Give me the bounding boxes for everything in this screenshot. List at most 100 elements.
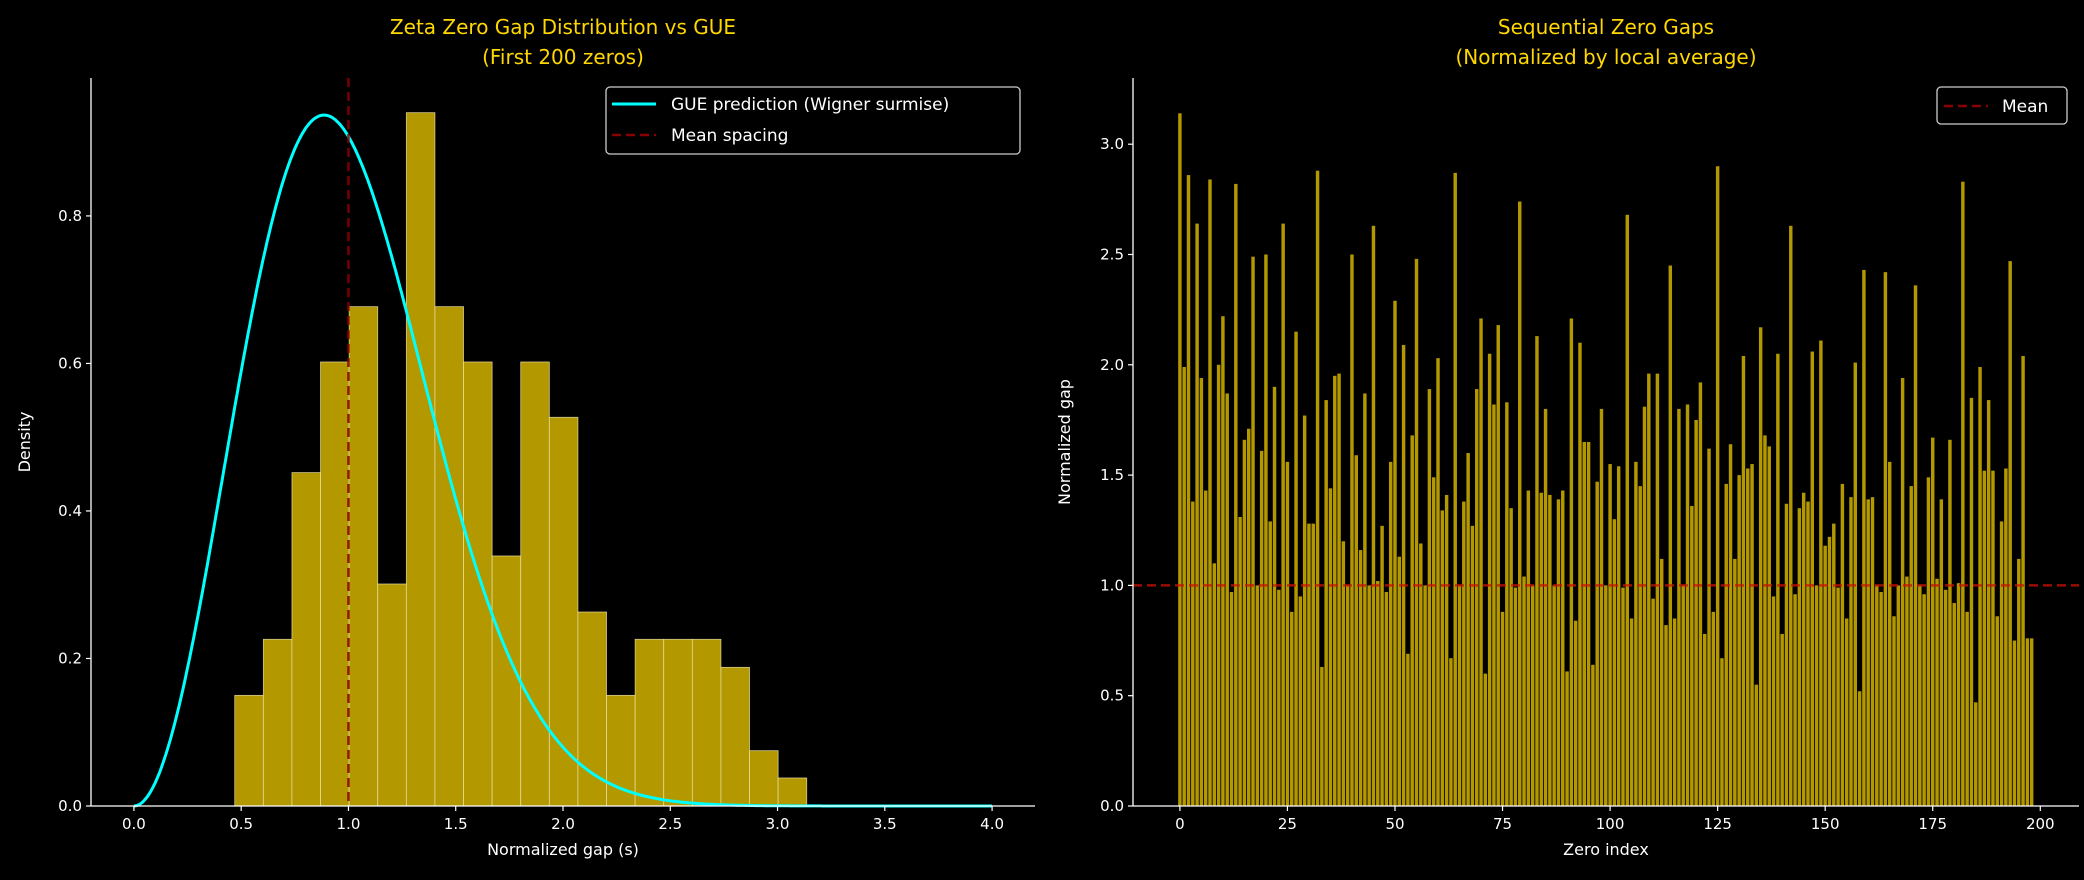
- gaps-title-line-2: (Normalized by local average): [1455, 45, 1756, 69]
- gap-bar: [1518, 201, 1522, 806]
- gap-bar: [1638, 486, 1642, 806]
- hist-title-line-2: (First 200 zeros): [482, 45, 644, 69]
- gap-bar: [1655, 373, 1660, 806]
- gaps-x-axis-label: Zero index: [1563, 840, 1649, 859]
- gap-bar: [1887, 461, 1892, 806]
- gaps-x-tick-label: 150: [1811, 815, 1840, 833]
- gap-bar: [1832, 523, 1836, 806]
- gap-bar: [1453, 172, 1457, 807]
- gap-bar: [1784, 503, 1789, 806]
- gap-bar: [1487, 353, 1492, 806]
- gap-bar: [1595, 481, 1599, 806]
- gaps-y-tick-label: 1.5: [1100, 466, 1124, 484]
- gap-bar: [1552, 585, 1556, 806]
- gap-bar: [1857, 691, 1862, 806]
- gaps-y-tick-label: 2.0: [1100, 356, 1124, 374]
- hist-y-tick-label: 0.8: [58, 207, 82, 225]
- gap-bar: [1208, 179, 1212, 807]
- gap-bar: [1883, 272, 1888, 807]
- gap-bar: [2008, 261, 2012, 806]
- gap-bar: [1690, 505, 1694, 806]
- gap-bar: [1431, 477, 1436, 806]
- gap-bar: [1870, 497, 1875, 806]
- legend-gue-label: GUE prediction (Wigner surmise): [671, 95, 949, 115]
- gaps-x-tick-label: 200: [2026, 815, 2055, 833]
- histogram-bar: [691, 638, 722, 807]
- gap-bar: [1604, 585, 1608, 806]
- gap-bar: [1281, 223, 1285, 807]
- legend-mean-spacing-label: Mean spacing: [671, 126, 788, 146]
- gap-bar: [1664, 625, 1668, 806]
- hist-x-tick-label: 4.0: [980, 815, 1004, 833]
- histogram-bar: [348, 306, 379, 807]
- gap-bar: [1866, 499, 1870, 806]
- gap-bar: [1995, 616, 1999, 806]
- gap-bar: [1668, 265, 1673, 806]
- gaps-y-tick-label: 3.0: [1100, 135, 1124, 153]
- gap-bar: [1543, 408, 1548, 806]
- gap-bar: [1290, 611, 1294, 806]
- legend-mean-label: Mean: [2002, 97, 2048, 117]
- gaps-y-tick-label: 0.0: [1100, 797, 1124, 815]
- gaps-x-tick-label: 75: [1493, 815, 1512, 833]
- gap-bar: [1677, 408, 1681, 806]
- gap-bar: [1741, 355, 1746, 806]
- gap-bar: [1982, 470, 1987, 806]
- hist-x-tick-label: 1.5: [444, 815, 468, 833]
- gap-bar: [2004, 468, 2008, 806]
- gap-bar: [1423, 585, 1427, 806]
- gap-bar: [1203, 490, 1208, 806]
- gap-bar: [1763, 435, 1767, 806]
- gaps-x-tick-label: 0: [1175, 815, 1185, 833]
- gap-bar: [1255, 585, 1260, 806]
- gap-bar: [1285, 461, 1290, 806]
- gap-bar: [1505, 402, 1509, 806]
- hist-x-tick-label: 2.0: [551, 815, 575, 833]
- gap-bar: [1358, 550, 1363, 806]
- gap-bar: [1376, 580, 1380, 806]
- gap-bar: [1406, 653, 1410, 806]
- histogram-bar: [405, 112, 436, 807]
- gaps-y-tick-label: 1.0: [1100, 576, 1124, 594]
- gap-bar: [1711, 611, 1716, 806]
- gap-bar: [1324, 400, 1328, 806]
- gap-bar: [1698, 382, 1703, 806]
- gap-bar: [1509, 508, 1513, 806]
- gap-bar: [1999, 521, 2004, 806]
- gap-bar: [1388, 461, 1393, 806]
- gap-bar: [1616, 466, 1621, 806]
- gap-bar: [1182, 366, 1186, 806]
- gap-bar: [1647, 373, 1651, 806]
- gap-bar: [1414, 258, 1419, 806]
- gap-bar: [1879, 592, 1883, 806]
- gap-bar: [1530, 585, 1535, 806]
- hist-y-tick-label: 0.0: [58, 797, 82, 815]
- gap-bar: [1758, 327, 1763, 806]
- gap-bar: [1819, 340, 1823, 806]
- gap-bar: [1242, 439, 1247, 806]
- histogram-bar: [491, 555, 522, 807]
- gap-bar: [1965, 611, 1969, 806]
- gap-bar: [1836, 587, 1840, 806]
- gap-bar: [1449, 658, 1453, 806]
- histogram-bar: [320, 361, 350, 807]
- gap-bar: [1625, 214, 1630, 806]
- gap-bar: [1582, 442, 1586, 806]
- gaps-x-tick-label: 25: [1278, 815, 1297, 833]
- histogram-bar: [548, 416, 579, 807]
- histogram-bar: [234, 694, 264, 807]
- gap-bar: [1569, 318, 1574, 806]
- gap-bar: [1875, 585, 1879, 806]
- gap-bar: [1737, 475, 1741, 806]
- gap-bar: [1277, 589, 1281, 806]
- gap-bar: [1849, 497, 1853, 806]
- gap-bar: [1840, 483, 1845, 806]
- gap-bar: [1896, 585, 1901, 806]
- gap-bar: [1410, 435, 1414, 806]
- hist-x-tick-label: 2.5: [658, 815, 682, 833]
- gap-bar: [1715, 166, 1720, 806]
- gap-bar: [1681, 585, 1685, 806]
- gap-bar: [1311, 523, 1315, 806]
- gap-bar: [1320, 667, 1324, 806]
